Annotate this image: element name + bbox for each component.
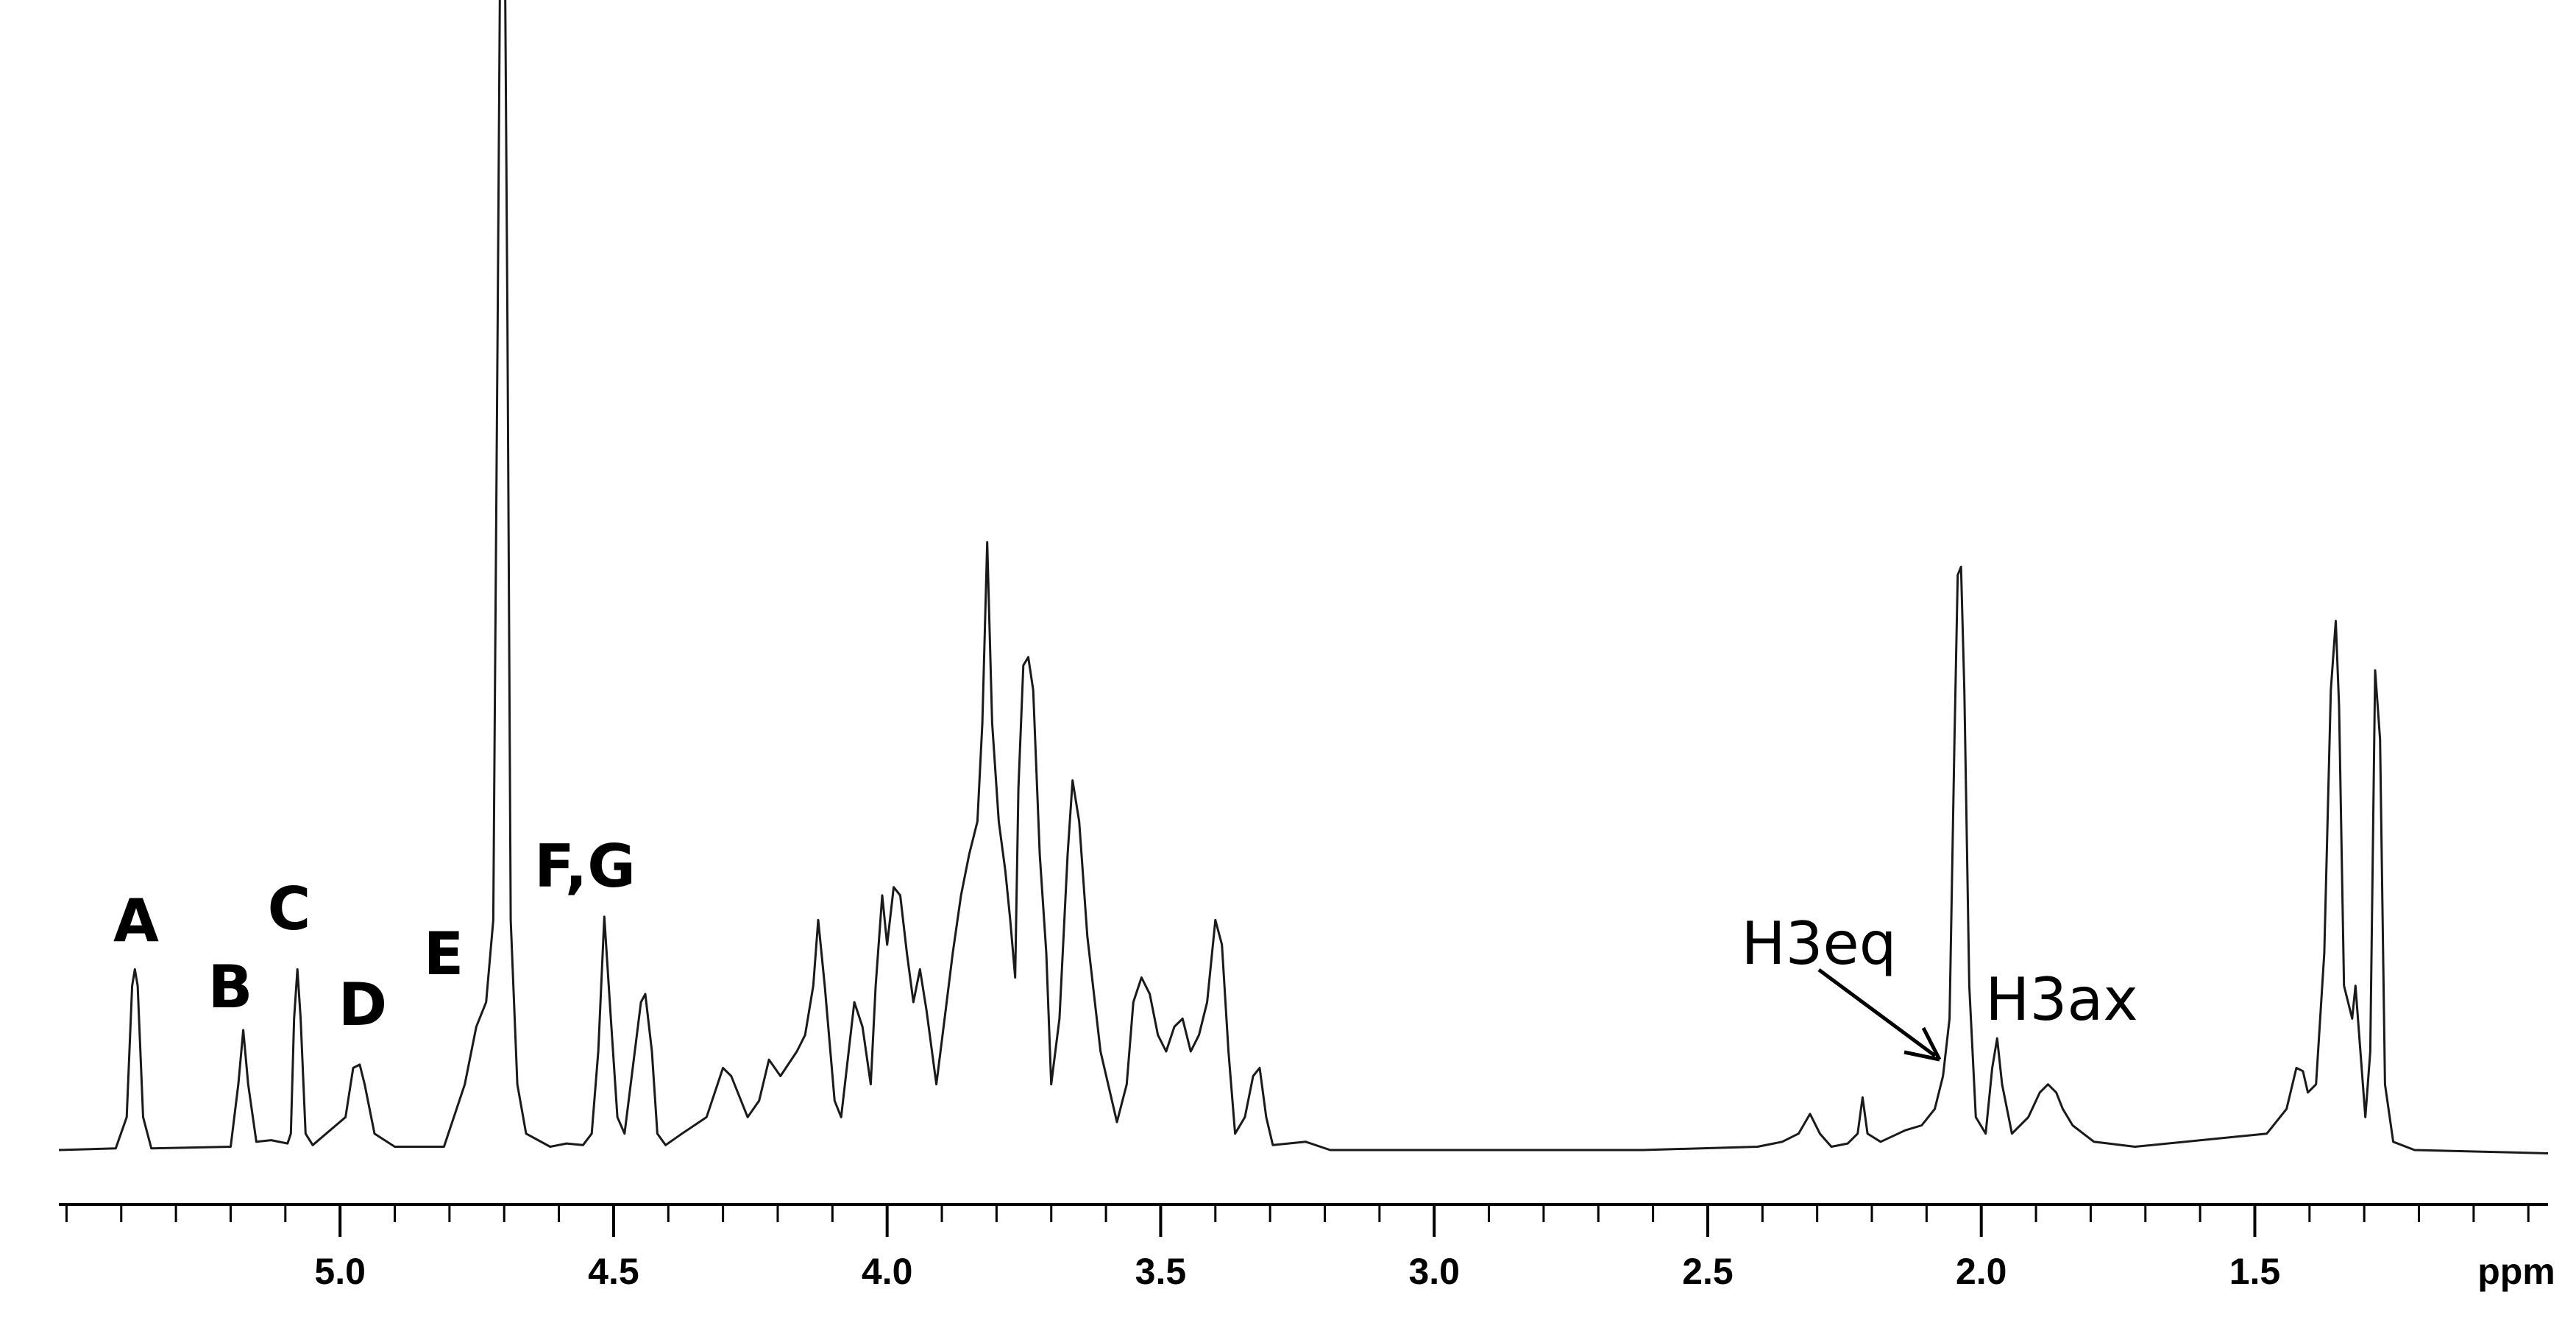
peak-annotation: C bbox=[268, 875, 311, 943]
peak-annotation: H3eq bbox=[1741, 909, 1896, 978]
annotation-arrowhead bbox=[1903, 1026, 1942, 1062]
peak-annotation: H3ax bbox=[1985, 965, 2137, 1034]
peak-annotation: B bbox=[208, 953, 253, 1021]
x-tick-label: 3.5 bbox=[1135, 1251, 1187, 1292]
peak-annotation: D bbox=[338, 971, 387, 1039]
x-tick-label: 2.0 bbox=[1956, 1251, 2007, 1292]
peak-annotation: A bbox=[113, 887, 159, 955]
x-tick-label: 1.5 bbox=[2229, 1251, 2281, 1292]
x-tick-label: 3.0 bbox=[1408, 1251, 1460, 1292]
x-tick-label: 5.0 bbox=[314, 1251, 366, 1292]
x-axis-label: ppm bbox=[2477, 1251, 2555, 1292]
x-tick-label: 4.5 bbox=[588, 1251, 639, 1292]
x-tick-label: 2.5 bbox=[1682, 1251, 1734, 1292]
peak-annotation: E bbox=[424, 920, 464, 988]
x-tick-label: 4.0 bbox=[862, 1251, 913, 1292]
peak-annotation: F,G bbox=[534, 832, 636, 901]
annotation-arrow bbox=[1817, 968, 1937, 1058]
plot-area bbox=[58, 0, 2549, 1154]
spectrum-line bbox=[58, 0, 2549, 1154]
